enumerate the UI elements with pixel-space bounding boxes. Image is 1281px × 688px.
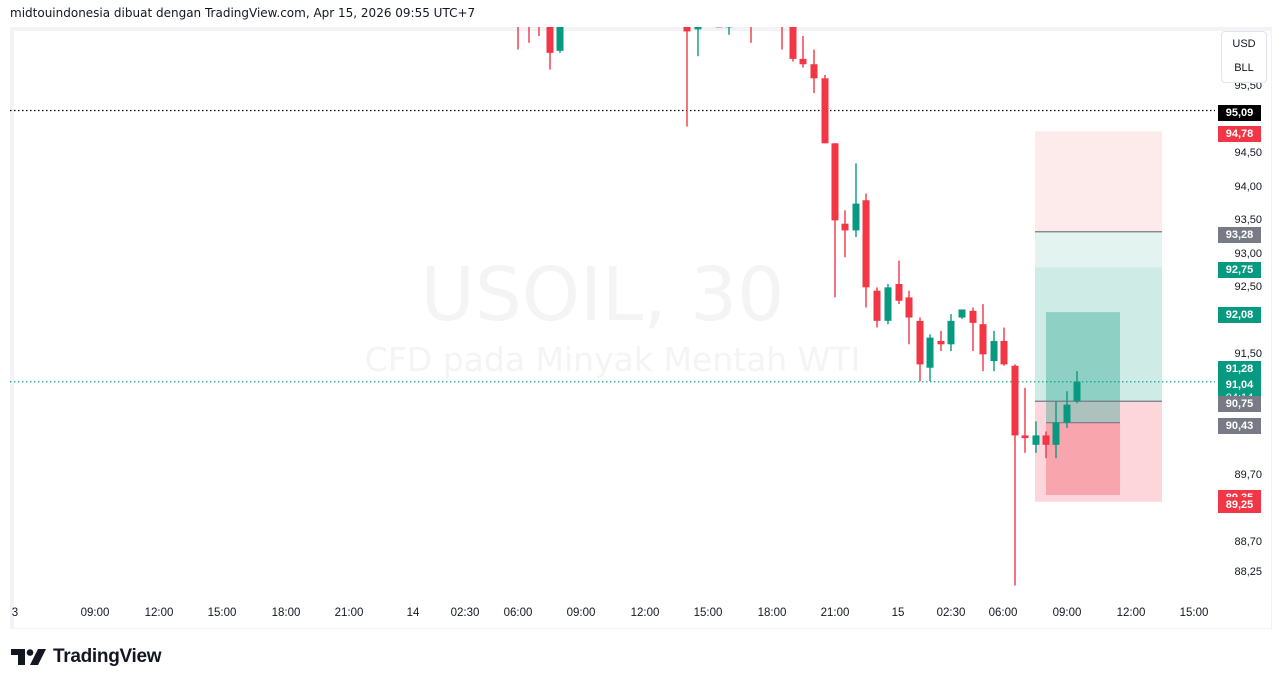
price-tick: 95,50 xyxy=(1234,80,1262,92)
candle-body xyxy=(926,337,934,368)
candle-body xyxy=(683,27,691,32)
candle-body xyxy=(1032,435,1040,445)
candle-body xyxy=(958,309,966,318)
price-label: 94,78 xyxy=(1218,126,1261,143)
candle-body xyxy=(546,27,554,53)
profit-zone-light xyxy=(1035,231,1162,268)
candle-body xyxy=(831,143,839,221)
candle-body xyxy=(1063,404,1071,423)
time-tick: 15:00 xyxy=(693,607,723,619)
price-label: 91,28 xyxy=(1218,360,1261,377)
tradingview-logo[interactable]: TradingView xyxy=(11,646,162,668)
time-tick: 14 xyxy=(406,607,420,619)
candle-body xyxy=(969,310,977,323)
candle-body xyxy=(1021,435,1029,439)
price-tick: 88,70 xyxy=(1234,535,1262,548)
target-zone-outer xyxy=(1035,131,1162,232)
currency-label: USD xyxy=(1232,38,1256,50)
price-label: 92,75 xyxy=(1218,262,1261,279)
time-tick: 15 xyxy=(891,607,905,619)
candle-body xyxy=(1042,435,1050,445)
candlestick-chart[interactable] xyxy=(10,27,1215,602)
price-tick: 89,70 xyxy=(1234,468,1262,481)
time-tick: 02:30 xyxy=(450,607,480,619)
candle-body xyxy=(852,203,860,231)
time-tick: 15:00 xyxy=(1179,607,1209,619)
candle-body xyxy=(799,58,807,65)
time-tick: 09:00 xyxy=(80,607,110,619)
time-tick: 15:00 xyxy=(207,607,237,619)
price-tick: 94,00 xyxy=(1234,180,1262,193)
candle-body xyxy=(873,290,881,321)
price-label: 89,25 xyxy=(1218,496,1261,513)
chart-attribution: midtouindonesia dibuat dengan TradingVie… xyxy=(10,6,476,20)
candle-body xyxy=(1000,340,1008,365)
candle-body xyxy=(916,320,924,365)
price-tick: 92,50 xyxy=(1234,281,1262,293)
candle-body xyxy=(979,324,987,355)
price-label: 91,04 xyxy=(1218,376,1261,393)
time-tick: 02:30 xyxy=(936,607,966,619)
candle-body xyxy=(862,200,870,288)
price-label: 95,09 xyxy=(1218,105,1261,122)
candle-body xyxy=(556,27,564,51)
price-label: 90,75 xyxy=(1218,396,1261,413)
time-tick: 12:00 xyxy=(144,607,174,619)
price-tick: 93,00 xyxy=(1234,247,1262,260)
price-tick: 93,50 xyxy=(1234,214,1262,226)
inner-profit-zone xyxy=(1046,312,1120,423)
candle-body xyxy=(905,297,913,318)
time-tick: 3 xyxy=(11,607,19,619)
tradingview-logo-text: TradingView xyxy=(53,646,162,667)
candle-body xyxy=(895,284,903,301)
price-label: 90,43 xyxy=(1218,417,1261,434)
time-tick: 21:00 xyxy=(820,607,850,619)
candle-body xyxy=(841,223,849,231)
candle-body xyxy=(1052,422,1060,445)
candle-body xyxy=(789,27,797,59)
candle-body xyxy=(821,78,829,144)
candle-body xyxy=(884,287,892,321)
time-tick: 18:00 xyxy=(271,607,301,619)
price-tick: 91,50 xyxy=(1234,348,1262,360)
price-tick: 88,25 xyxy=(1234,565,1262,578)
time-tick: 09:00 xyxy=(1052,607,1082,619)
candle-body xyxy=(937,340,945,345)
time-tick: 12:00 xyxy=(1116,607,1146,619)
time-tick: 21:00 xyxy=(334,607,364,619)
time-tick: 06:00 xyxy=(988,607,1018,619)
candle-body xyxy=(990,340,998,362)
candle-body xyxy=(1011,365,1019,436)
price-tick: 94,50 xyxy=(1234,147,1262,159)
price-axis[interactable]: 95,50 94,50 94,00 93,50 93,00 92,50 91,50 89,70… xyxy=(1215,27,1271,602)
time-tick: 18:00 xyxy=(757,607,787,619)
time-tick: 09:00 xyxy=(566,607,596,619)
time-tick: 06:00 xyxy=(503,607,533,619)
tradingview-logo-icon xyxy=(11,649,46,665)
candle-body xyxy=(694,27,702,30)
candle-body xyxy=(1073,381,1081,402)
time-tick: 12:00 xyxy=(630,607,660,619)
chart-plot-area[interactable]: USOIL, 30 CFD pada Minyak Mentah WTI xyxy=(10,27,1215,602)
price-label: 92,08 xyxy=(1218,307,1261,324)
candle-body xyxy=(810,64,818,79)
profit-zone xyxy=(1035,267,1162,402)
unit-label: BLL xyxy=(1234,62,1254,74)
price-label: 93,28 xyxy=(1218,226,1261,243)
currency-unit-button[interactable]: USD BLL xyxy=(1221,31,1267,83)
candle-body xyxy=(947,320,955,345)
time-axis[interactable]: 3 09:00 12:00 15:00 18:00 21:00 14 02:30 06:00 09… xyxy=(10,602,1215,628)
